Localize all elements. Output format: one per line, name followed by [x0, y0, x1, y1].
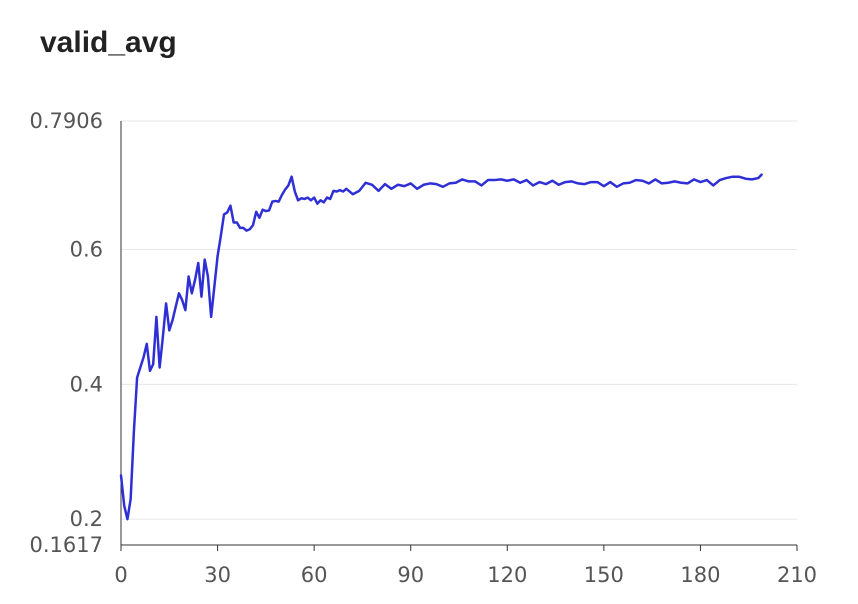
x-tick-label: 0: [114, 563, 127, 587]
x-tick-label: 30: [204, 563, 231, 587]
x-tick-label: 60: [301, 563, 328, 587]
chart-title: valid_avg: [40, 26, 177, 59]
x-tick-label: 210: [777, 563, 817, 587]
y-tick-label: 0.7906: [30, 109, 103, 133]
series-line: [119, 173, 763, 521]
x-tick-label: 150: [584, 563, 624, 587]
series-layer: [119, 173, 763, 521]
y-tick-label: 0.1617: [30, 533, 103, 557]
axis-layer: [120, 121, 798, 551]
x-tick-label: 90: [397, 563, 424, 587]
y-tick-label: 0.2: [70, 507, 103, 531]
x-tick-label: 180: [680, 563, 720, 587]
x-tick-label: 120: [487, 563, 527, 587]
y-tick-label: 0.4: [70, 372, 103, 396]
y-tick-label: 0.6: [70, 238, 103, 262]
grid-layer: [121, 120, 797, 520]
